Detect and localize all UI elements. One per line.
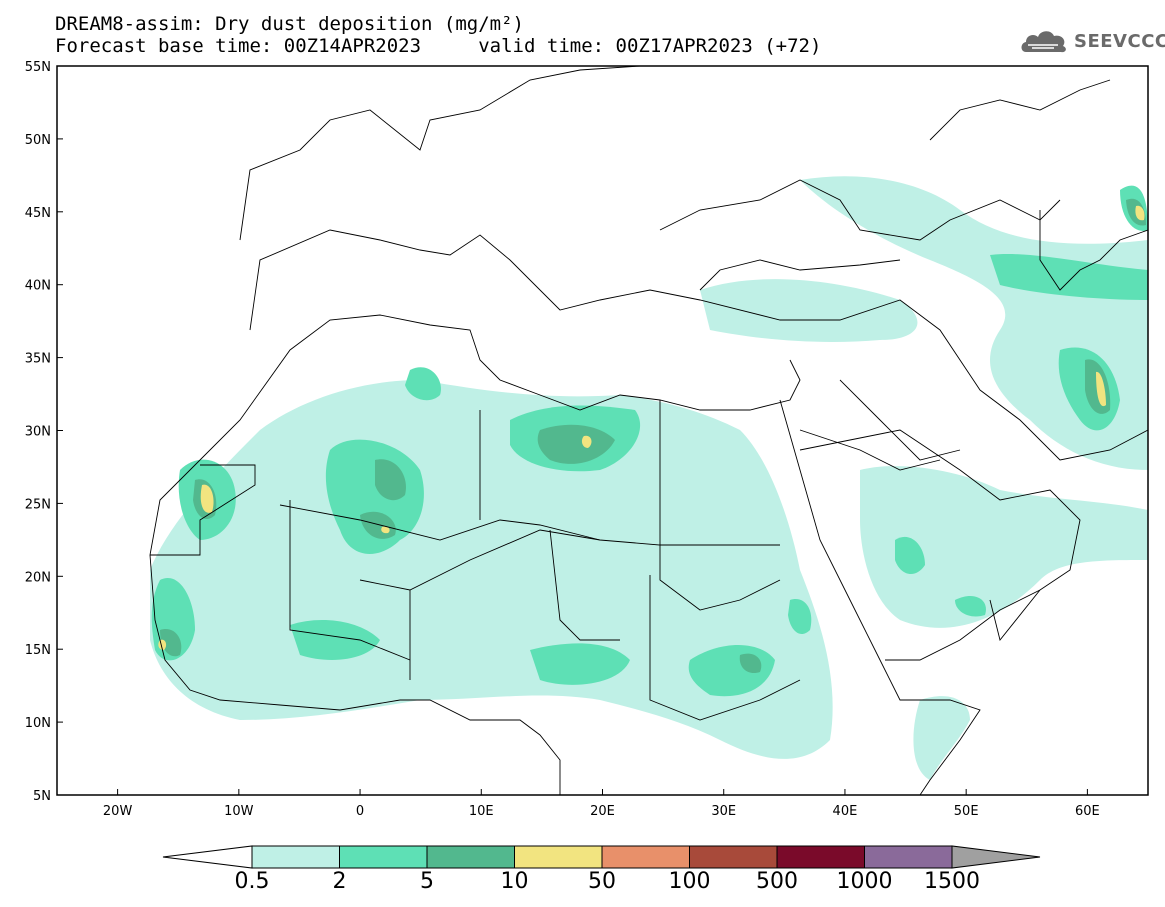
colorbar-swatch [601, 845, 690, 869]
lon-tick-label: 0 [356, 804, 364, 819]
colorbar-under-arrow [162, 845, 253, 869]
lat-tick-label: 40N [25, 279, 51, 294]
colorbar-label: 0.5 [235, 869, 270, 894]
cloud-icon [1021, 31, 1066, 53]
colorbar: 0.5 2 5 10 50 100 500 1000 1500 [162, 845, 1041, 894]
colorbar-swatch [776, 845, 865, 869]
colorbar-label: 2 [333, 869, 347, 894]
seevccc-logo: SEEVCCC [1018, 26, 1165, 56]
colorbar-label: 500 [756, 869, 798, 894]
lat-tick-label: 55N [25, 60, 51, 75]
colorbar-swatch [514, 845, 603, 869]
coastlines-and-borders [149, 66, 1148, 795]
lon-tick-label: 60E [1075, 804, 1100, 819]
colorbar-label: 1000 [837, 869, 893, 894]
deposition-level-1 [150, 176, 1148, 780]
colorbar-label: 10 [501, 869, 529, 894]
logo-text: SEEVCCC [1074, 30, 1165, 52]
lon-tick-label: 40E [833, 804, 858, 819]
lat-tick-label: 25N [25, 497, 51, 512]
lat-tick-label: 5N [33, 789, 51, 804]
lon-tick-label: 30E [711, 804, 736, 819]
lon-tick-label: 50E [954, 804, 979, 819]
lat-tick-label: 30N [25, 425, 51, 440]
colorbar-label: 50 [588, 869, 616, 894]
lat-tick-label: 10N [25, 716, 51, 731]
colorbar-swatch [426, 845, 515, 869]
lat-tick-label: 15N [25, 643, 51, 658]
dust-deposition-field [150, 176, 1148, 780]
lat-tick-label: 45N [25, 206, 51, 221]
colorbar-label: 1500 [924, 869, 980, 894]
colorbar-over-arrow [951, 845, 1041, 869]
colorbar-swatch [864, 845, 953, 869]
colorbar-label: 5 [420, 869, 434, 894]
map-title: DREAM8-assim: Dry dust deposition (mg/m²… [55, 13, 524, 35]
axis-ticks: 55N 50N 45N 40N 35N 30N 25N 20N 15N 10N 5N 20W 10W 0 1… [25, 60, 1100, 819]
lat-tick-label: 20N [25, 570, 51, 585]
deposition-level-4 [158, 205, 1145, 650]
colorbar-swatch [689, 845, 778, 869]
lon-tick-label: 20E [590, 804, 615, 819]
lon-tick-label: 20W [103, 804, 133, 819]
colorbar-swatch [251, 845, 340, 869]
forecast-time-subtitle: Forecast base time: 00Z14APR2023 valid t… [55, 35, 822, 57]
colorbar-label: 100 [669, 869, 711, 894]
lon-tick-label: 10E [469, 804, 494, 819]
lat-tick-label: 35N [25, 352, 51, 367]
lon-tick-label: 10W [224, 804, 254, 819]
colorbar-swatch [339, 845, 428, 869]
lat-tick-label: 50N [25, 133, 51, 148]
